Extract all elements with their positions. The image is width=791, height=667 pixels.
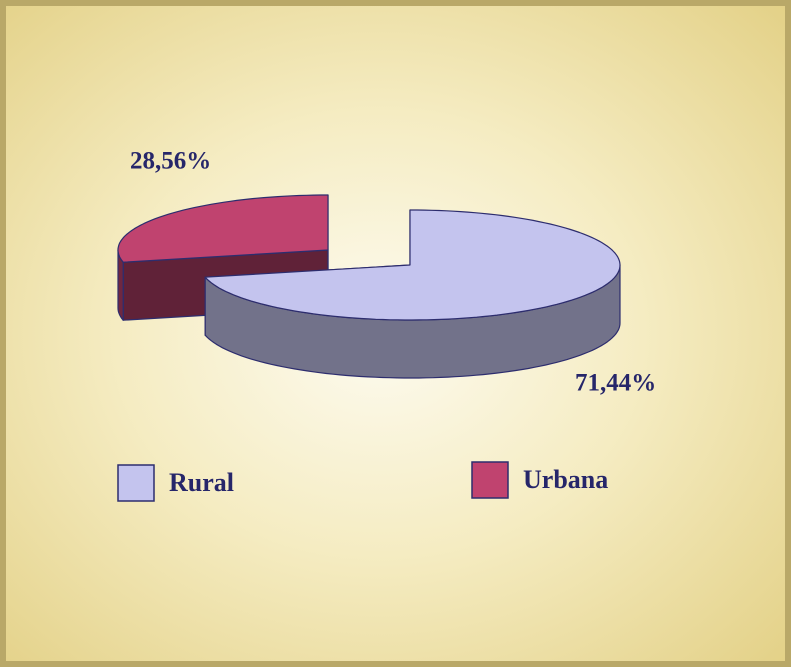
- data-label: 28,56%: [130, 148, 211, 175]
- slice: [204, 209, 621, 321]
- legend: Rural Urbana: [117, 461, 608, 502]
- legend-swatch: [117, 464, 155, 502]
- legend-label: Rural: [169, 468, 234, 497]
- data-label: 71,44%: [575, 370, 656, 397]
- slice: [117, 194, 329, 263]
- legend-swatch: [471, 461, 509, 499]
- legend-label: Urbana: [523, 465, 608, 494]
- pie: 71,44% 28,56%: [117, 148, 656, 397]
